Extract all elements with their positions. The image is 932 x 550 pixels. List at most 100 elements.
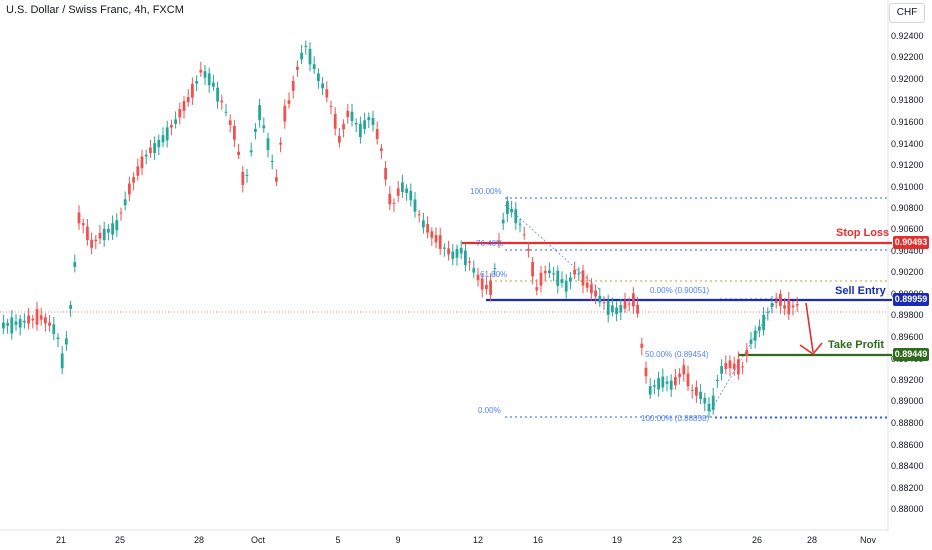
candle-body [380,148,383,151]
candle-body [401,182,404,193]
candle-body [766,311,770,313]
candle-body [27,315,30,324]
candle-body [296,66,299,70]
candle-body [535,287,539,291]
candle-body [468,261,471,263]
candle-body [678,373,681,377]
candle-body [44,317,47,324]
candle-body [90,239,93,248]
candle-body [48,322,51,326]
candle-body [522,234,526,236]
candle-body [65,338,68,345]
candle-body [170,125,173,128]
candle-body [753,330,757,341]
candle-body [199,69,203,73]
candle-body [178,109,182,118]
candle-body [690,389,694,391]
candle-body [6,323,9,326]
fib-ext-trend-line [709,293,781,413]
candle-body [233,126,236,140]
candle-body [115,220,119,231]
candle-body [388,193,392,205]
price-tick-label: 0.90400 [891,246,924,256]
time-tick-label: 23 [671,535,683,545]
candle-body [623,300,627,309]
price-tick-label: 0.91800 [891,95,924,105]
candle-body [585,282,589,288]
candle-body [123,199,127,206]
candle-body [270,160,274,163]
candle-body [741,366,744,368]
candle-body [384,168,387,180]
candle-body [476,274,480,281]
candle-body [195,81,198,84]
time-tick-label: 9 [395,535,401,545]
candle-body [707,403,711,411]
candle-body [262,125,266,129]
candle-body [795,304,799,306]
candle-body [636,304,639,314]
candle-body [300,52,303,60]
price-tick-label: 0.89800 [891,310,924,320]
time-tick-label: 28 [193,535,205,545]
candle-body [287,100,291,104]
candle-body [737,359,740,375]
sell-arrow-shaft [805,302,814,353]
candle-body [396,188,400,196]
candle-body [669,380,673,390]
candle-body [207,73,211,86]
candle-body [312,64,316,70]
candle-body [556,270,560,286]
currency-button[interactable]: CHF [889,3,925,23]
candle-body [86,226,89,241]
candle-body [203,71,207,78]
candle-body [518,223,522,225]
candle-body [749,339,753,344]
candle-body [220,100,224,103]
candle-body [640,343,644,348]
time-tick-label: 28 [806,535,818,545]
price-tick-label: 0.91200 [891,160,924,170]
price-tick-label: 0.89600 [891,332,924,342]
time-tick-label: 16 [532,535,544,545]
candle-body [161,135,165,143]
candle-body [73,262,77,267]
candle-body [770,303,774,308]
candle-body [514,209,518,224]
time-tick-label: 26 [751,535,763,545]
price-tick-label: 0.92400 [891,31,924,41]
candle-body [174,119,177,124]
time-tick-label: Oct [250,535,266,545]
candle-body [548,270,551,274]
candle-body [527,248,530,251]
candle-body [560,279,564,284]
candle-body [228,120,232,126]
candle-body [598,295,602,303]
take-profit-price-tag: 0.89449 [893,348,929,361]
candle-body [308,48,312,65]
candle-body [569,277,572,282]
candle-body [149,147,152,154]
take-profit-label: Take Profit [828,339,885,351]
candle-body [35,309,39,325]
fib-ext-50-label: 50.00% (0.89454) [645,350,709,359]
candle-body [354,123,358,125]
candle-body [14,321,18,325]
candle-body [577,273,581,275]
candle-body [375,129,379,140]
candle-body [455,248,459,258]
price-tick-label: 0.90600 [891,224,924,234]
candle-body [245,174,249,176]
candle-body [711,395,715,410]
candle-body [363,120,366,129]
candle-body [539,272,543,286]
candle-body [779,293,782,306]
candle-body [674,376,677,386]
sell-entry-price-tag: 0.89959 [893,293,929,306]
candle-body [291,80,295,91]
candle-body [23,320,26,323]
candle-body [128,183,131,195]
price-tick-label: 0.91400 [891,139,924,149]
candle-body [573,269,576,275]
